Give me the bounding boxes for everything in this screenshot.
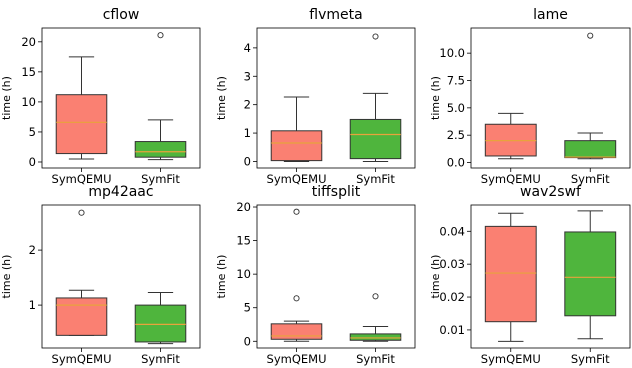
outlier-point — [587, 32, 594, 39]
subplot-5: tiffsplit time (h) 0 5 10 15 20 SymQEMU SymFit — [215, 184, 416, 366]
y-tick-label: 20 — [21, 35, 36, 49]
subplot-2: flvmeta time (h) 0 1 2 3 4 SymQEMU SymFit — [215, 7, 416, 186]
iqr-box — [484, 225, 537, 323]
subplot-3: lame time (h) 0.0 2.5 5.0 7.5 10.0 SymQEMU SymFi… — [429, 7, 631, 186]
box-symqemu — [484, 112, 537, 160]
x-tick-label: SymQEMU — [52, 352, 112, 366]
y-tick-label: 0 — [244, 154, 251, 168]
y-tick-label: 1 — [29, 298, 36, 312]
outlier-point — [157, 32, 164, 39]
y-tick-label: 3 — [244, 69, 251, 83]
x-tick-label: SymQEMU — [52, 172, 112, 186]
iqr-box — [55, 94, 108, 155]
subplot-title: wav2swf — [520, 184, 582, 200]
outlier-point — [293, 295, 300, 302]
iqr-box — [349, 118, 402, 160]
plot-frame — [41, 27, 201, 169]
subplot-title: tiffsplit — [312, 184, 361, 200]
subplot-title: lame — [533, 7, 568, 23]
iqr-box — [564, 140, 617, 159]
box-symfit — [564, 32, 617, 160]
y-axis-label: time (h) — [429, 255, 442, 299]
box-symfit — [134, 291, 187, 345]
plot-frame — [256, 204, 416, 349]
y-tick-label: 20 — [236, 200, 251, 214]
box-symqemu — [484, 212, 537, 342]
subplot-title: mp42aac — [88, 184, 153, 200]
x-tick-label: SymQEMU — [267, 172, 327, 186]
iqr-box — [134, 304, 187, 343]
subplot-4: mp42aac time (h) 1 2 SymQEMU SymFit — [0, 184, 201, 366]
y-axis-label: time (h) — [215, 255, 228, 299]
plot-frame — [256, 27, 416, 169]
y-tick-label: 2 — [244, 98, 251, 112]
box-symfit — [564, 210, 617, 340]
box-symqemu — [55, 56, 108, 160]
y-tick-label: 0.02 — [439, 290, 465, 304]
iqr-box — [270, 130, 323, 162]
y-tick-label: 0.01 — [439, 323, 465, 337]
x-tick-label: SymFit — [141, 352, 180, 366]
y-tick-label: 5.0 — [447, 101, 465, 115]
x-tick-label: SymQEMU — [481, 172, 541, 186]
y-tick-label: 10 — [236, 267, 251, 281]
y-tick-label: 7.5 — [447, 74, 465, 88]
x-tick-label: SymFit — [571, 352, 610, 366]
y-tick-label: 0 — [244, 334, 251, 348]
iqr-box — [270, 323, 323, 340]
subplot-title: flvmeta — [309, 7, 362, 23]
plot-frame — [470, 27, 631, 169]
box-symqemu — [55, 209, 108, 336]
box-symqemu — [270, 208, 323, 342]
subplot-1: cflow time (h) 0 5 10 15 20 SymQEMU SymFit — [0, 7, 201, 186]
iqr-box — [349, 333, 402, 341]
y-tick-label: 4 — [244, 41, 251, 55]
box-symfit — [349, 293, 402, 342]
x-tick-label: SymFit — [356, 352, 395, 366]
x-tick-label: SymQEMU — [267, 352, 327, 366]
y-tick-label: 5 — [244, 301, 251, 315]
box-symfit — [134, 32, 187, 161]
y-tick-label: 0.0 — [447, 156, 465, 170]
plot-frame — [470, 204, 631, 349]
x-tick-label: SymFit — [571, 172, 610, 186]
y-tick-label: 5 — [29, 125, 36, 139]
box-symfit — [349, 33, 402, 162]
x-tick-label: SymQEMU — [481, 352, 541, 366]
y-tick-label: 15 — [236, 234, 251, 248]
outlier-point — [78, 209, 85, 216]
outlier-point — [293, 208, 300, 215]
x-tick-label: SymFit — [356, 172, 395, 186]
subplot-6: wav2swf time (h) 0.01 0.02 0.03 0.04 SymQEMU Sy… — [429, 184, 631, 366]
y-tick-label: 0.03 — [439, 257, 465, 271]
iqr-box — [564, 231, 617, 317]
y-axis-label: time (h) — [0, 76, 13, 120]
y-axis-label: time (h) — [0, 255, 13, 299]
outlier-point — [372, 293, 379, 300]
plot-frame — [41, 204, 201, 349]
y-tick-label: 1 — [244, 126, 251, 140]
y-tick-label: 10.0 — [439, 46, 465, 60]
y-axis-label: time (h) — [215, 76, 228, 120]
iqr-box — [134, 141, 187, 158]
outlier-point — [372, 33, 379, 40]
x-tick-label: SymFit — [141, 172, 180, 186]
box-symqemu — [270, 96, 323, 162]
y-tick-label: 15 — [21, 65, 36, 79]
y-tick-label: 10 — [21, 95, 36, 109]
y-tick-label: 0.04 — [439, 224, 465, 238]
y-tick-label: 0 — [29, 155, 36, 169]
y-tick-label: 2 — [29, 243, 36, 257]
y-tick-label: 2.5 — [447, 128, 465, 142]
y-axis-label: time (h) — [429, 76, 442, 120]
iqr-box — [55, 297, 108, 336]
subplot-title: cflow — [103, 7, 140, 23]
